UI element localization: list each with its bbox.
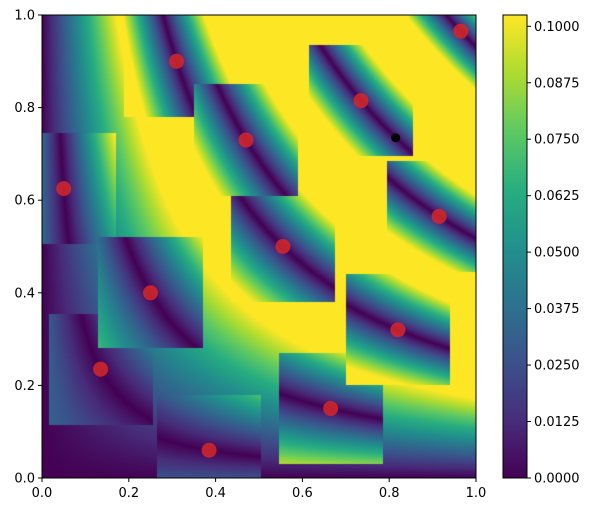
colorbar-tick-label: 0.0500 bbox=[534, 246, 580, 261]
x-axis: 0.0 0.2 0.4 0.6 0.8 1.0 bbox=[32, 478, 487, 501]
red-point-9 bbox=[390, 322, 406, 338]
black-point bbox=[391, 133, 401, 143]
red-point-2 bbox=[143, 285, 158, 301]
red-point-11 bbox=[453, 23, 469, 39]
plot-area bbox=[41, 14, 477, 479]
red-point-1 bbox=[93, 361, 109, 377]
y-tick-label: 0.0 bbox=[14, 472, 35, 487]
x-tick-label: 0.6 bbox=[292, 486, 313, 501]
plot-frame bbox=[41, 14, 477, 479]
y-tick-label: 0.8 bbox=[14, 101, 35, 116]
x-tick-label: 0.8 bbox=[379, 486, 400, 501]
red-point-4 bbox=[201, 442, 217, 458]
colorbar-frame bbox=[502, 14, 528, 479]
marker-layer bbox=[56, 23, 469, 458]
x-tick-label: 0.0 bbox=[32, 486, 53, 501]
heatmap-image bbox=[42, 15, 476, 478]
y-tick-label: 0.2 bbox=[14, 379, 35, 394]
x-tick-label: 0.4 bbox=[205, 486, 226, 501]
colorbar-tick-label: 0.1000 bbox=[534, 20, 580, 35]
colorbar-ticks: 0.0000 0.0125 0.0250 0.0375 0.0500 0.0625 0.07… bbox=[527, 20, 580, 487]
y-tick-label: 0.6 bbox=[14, 194, 35, 209]
colorbar-tick-label: 0.0250 bbox=[534, 359, 580, 374]
red-point-5 bbox=[238, 132, 254, 148]
red-point-8 bbox=[353, 93, 369, 109]
red-point-3 bbox=[169, 53, 185, 69]
colorbar-tick-label: 0.0375 bbox=[534, 302, 580, 317]
colorbar: 0.0000 0.0125 0.0250 0.0375 0.0500 0.0625 0.07… bbox=[502, 14, 580, 487]
y-tick-label: 0.4 bbox=[14, 286, 35, 301]
colorbar-tick-label: 0.0875 bbox=[534, 76, 580, 91]
red-point-0 bbox=[56, 181, 72, 197]
x-tick-label: 1.0 bbox=[466, 486, 487, 501]
y-axis: 0.0 0.2 0.4 0.6 0.8 1.0 bbox=[14, 9, 42, 487]
y-tick-label: 1.0 bbox=[14, 9, 35, 24]
colorbar-gradient bbox=[503, 15, 527, 478]
red-point-10 bbox=[431, 208, 447, 224]
red-point-7 bbox=[323, 401, 339, 417]
colorbar-tick-label: 0.0750 bbox=[534, 133, 580, 148]
colorbar-tick-label: 0.0000 bbox=[534, 472, 580, 487]
colorbar-tick-label: 0.0625 bbox=[534, 189, 580, 204]
x-tick-label: 0.2 bbox=[118, 486, 139, 501]
colorbar-tick-label: 0.0125 bbox=[534, 415, 580, 430]
red-point-6 bbox=[275, 239, 291, 254]
